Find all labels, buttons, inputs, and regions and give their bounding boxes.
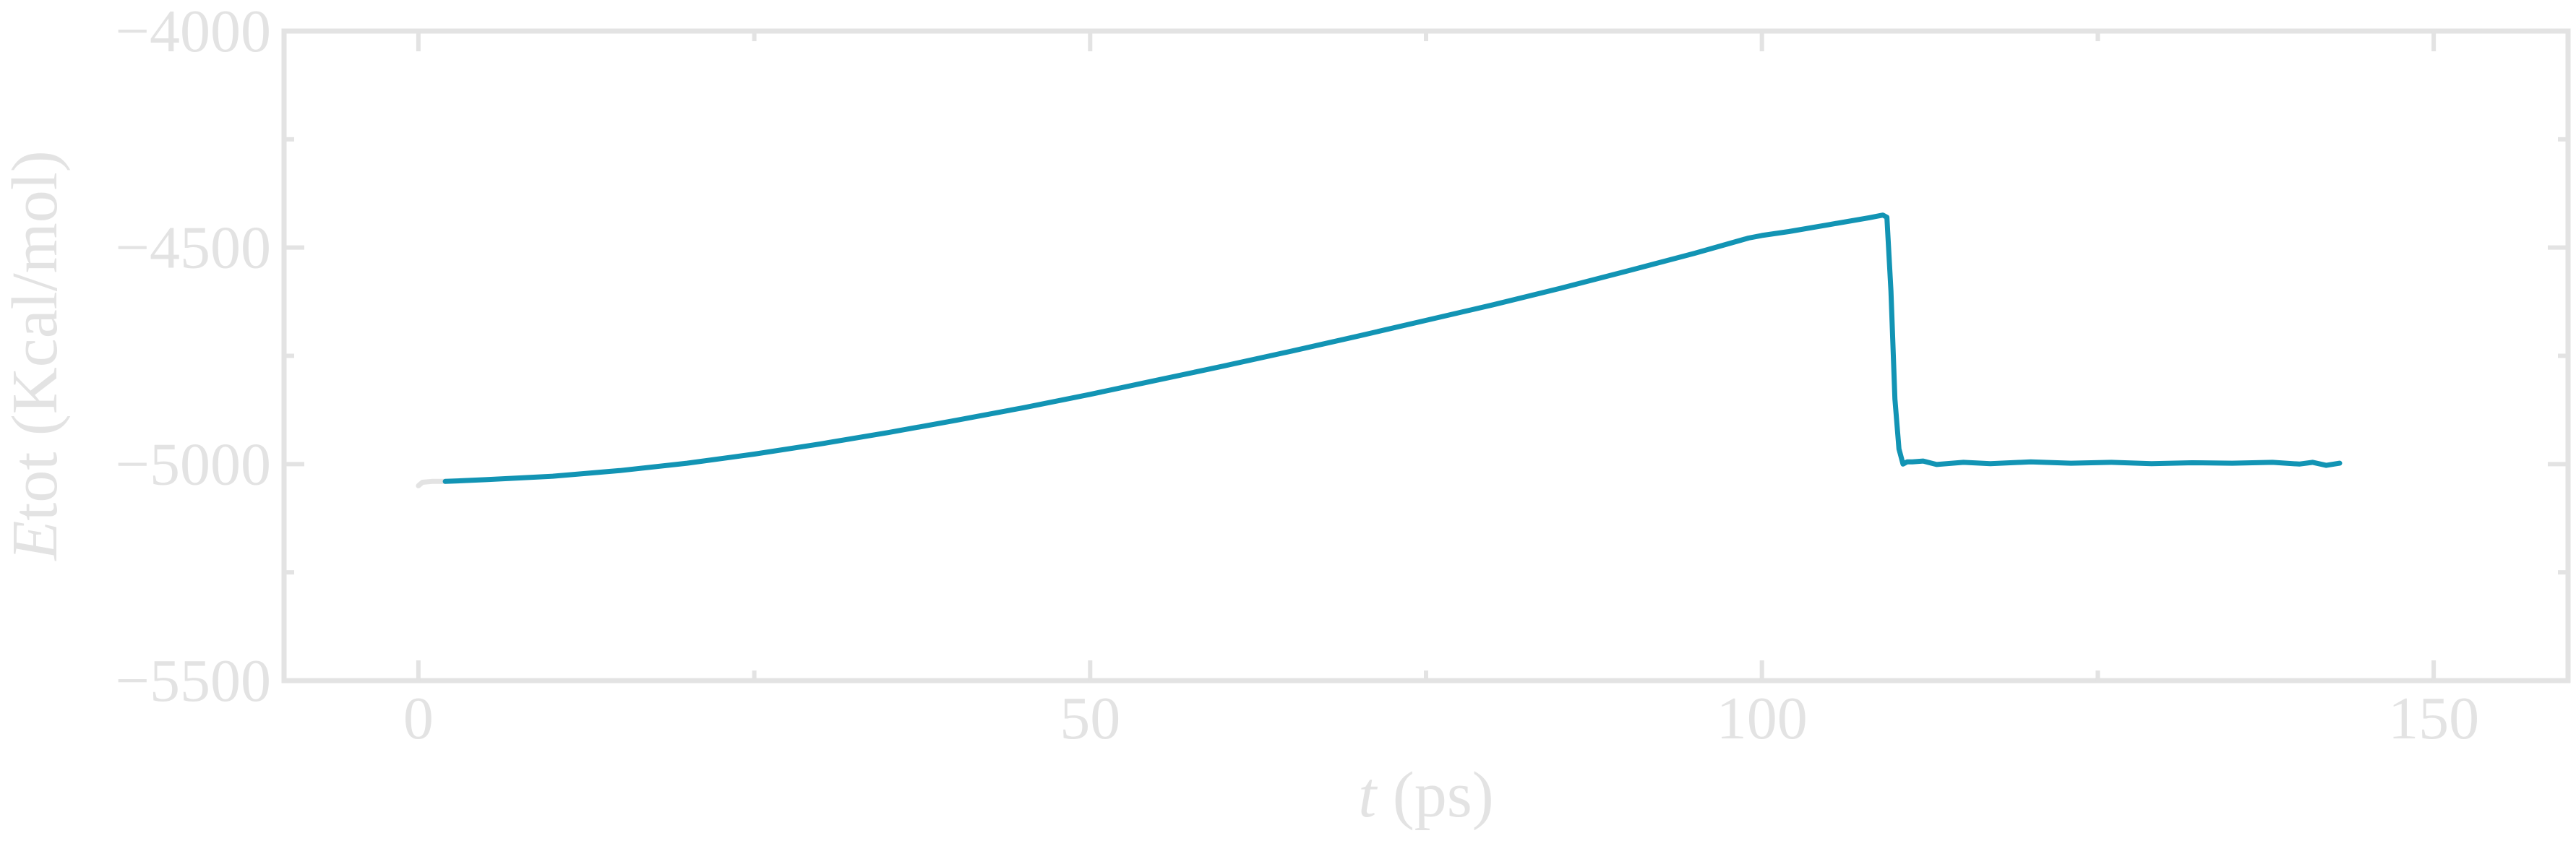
x-tick-label: 50 <box>1060 685 1120 752</box>
plot-frame <box>281 28 2571 683</box>
y-tick-label: −5000 <box>116 431 271 498</box>
y-axis-label: Etot (Kcal/mol) <box>0 150 71 561</box>
y-axis-label-symbol: E <box>0 521 71 562</box>
series-group <box>416 212 2343 488</box>
series-line-1 <box>442 212 2343 484</box>
y-axis-label-subscript: tot <box>0 452 71 521</box>
x-tick-label: 150 <box>2388 685 2479 752</box>
series-line-0 <box>416 478 448 488</box>
y-tick-label: −4000 <box>116 0 271 65</box>
y-tick-label: −5500 <box>116 647 271 715</box>
y-tick-label: −4500 <box>116 215 271 282</box>
x-axis-label: t (ps) <box>1358 759 1493 831</box>
y-axis-label-unit: (Kcal/mol) <box>0 150 71 452</box>
tick-labels: 0 50 100 150 −4000 −4500 −5000 −5500 <box>116 0 2479 752</box>
x-tick-label: 100 <box>1717 685 1808 752</box>
axis-ticks <box>284 29 2568 683</box>
x-axis-label-unit: (ps) <box>1376 759 1493 831</box>
x-axis-label-symbol: t <box>1358 759 1378 831</box>
x-tick-label: 0 <box>403 685 434 752</box>
